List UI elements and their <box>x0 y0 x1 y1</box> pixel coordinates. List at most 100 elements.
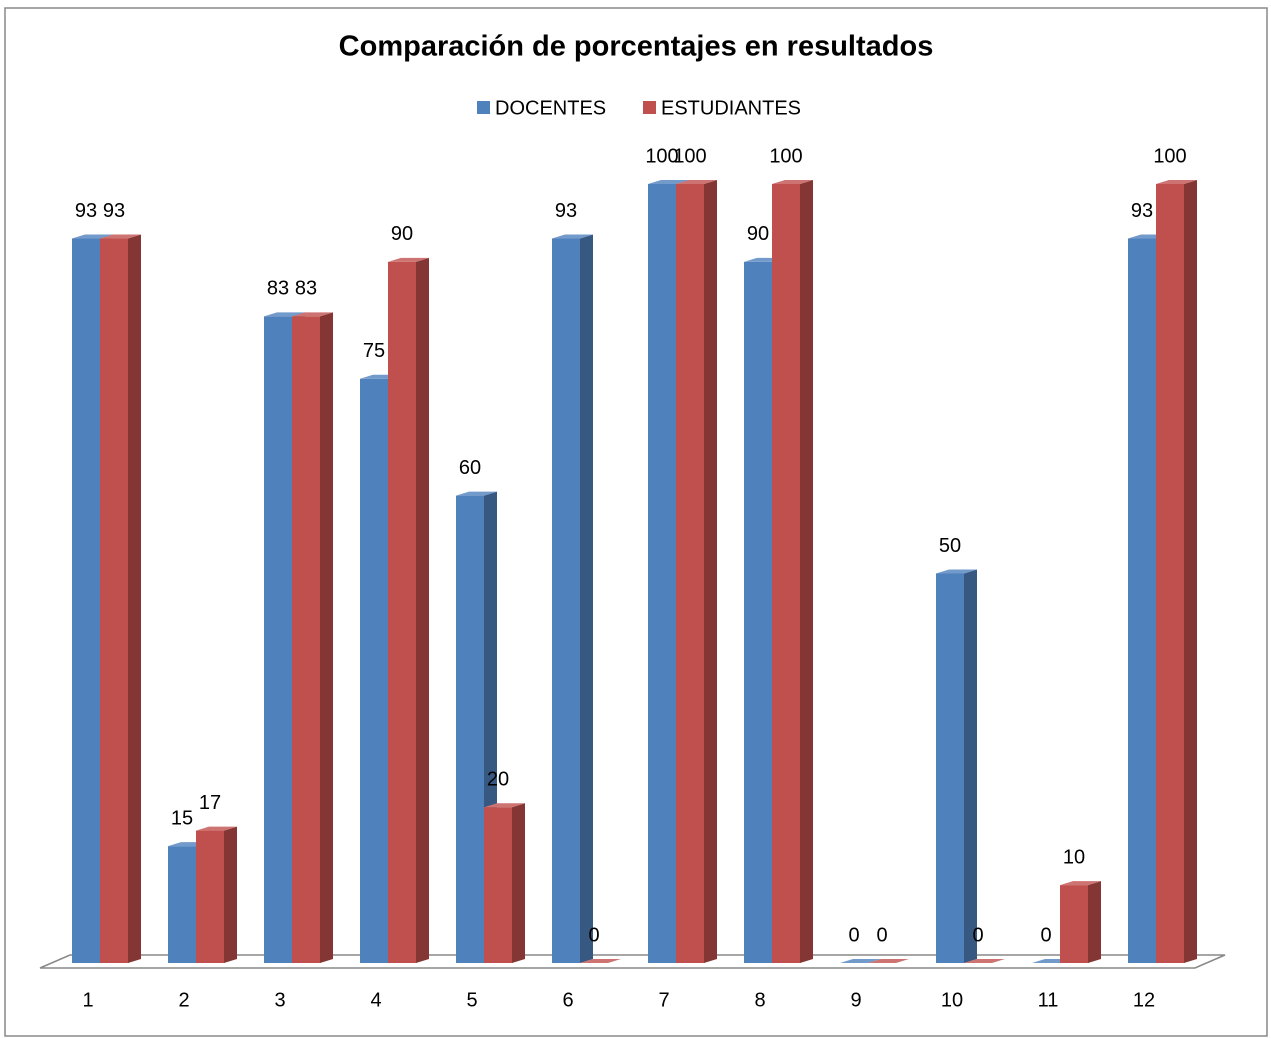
data-label: 0 <box>588 924 599 946</box>
bar <box>580 959 621 963</box>
bar-top <box>1156 180 1197 184</box>
bar-top <box>100 234 141 239</box>
bar <box>868 959 909 963</box>
data-label: 75 <box>363 340 385 362</box>
bar-top <box>868 959 909 963</box>
data-label: 0 <box>972 924 983 946</box>
x-tick-label: 1 <box>82 989 93 1011</box>
bar-side <box>800 180 813 963</box>
bar <box>1060 881 1101 963</box>
x-tick-label: 10 <box>941 989 963 1011</box>
data-label: 90 <box>747 223 769 245</box>
x-tick-label: 11 <box>1038 989 1059 1011</box>
x-tick-label: 9 <box>850 989 861 1011</box>
bar-side <box>128 234 141 963</box>
data-label: 100 <box>673 145 706 167</box>
bar-top <box>676 180 717 184</box>
data-label: 100 <box>1153 145 1186 167</box>
bar-front <box>744 261 772 963</box>
bar-top <box>840 959 881 963</box>
data-label: 0 <box>848 924 859 946</box>
bar-side <box>1184 180 1197 963</box>
x-tick-label: 7 <box>658 989 669 1011</box>
bar <box>196 826 237 963</box>
data-label: 60 <box>459 457 481 479</box>
bar-front <box>648 184 676 963</box>
legend-swatch <box>643 101 656 114</box>
bar-front <box>292 316 320 963</box>
data-label: 0 <box>1040 924 1051 946</box>
data-label: 93 <box>555 200 577 222</box>
data-label: 93 <box>103 200 125 222</box>
data-label: 50 <box>939 535 961 557</box>
data-label: 83 <box>267 278 289 300</box>
bar-top <box>292 312 333 317</box>
bar-front <box>936 573 964 963</box>
bar <box>484 803 525 963</box>
bar-top <box>196 826 237 831</box>
x-tick-label: 3 <box>274 989 285 1011</box>
legend-label: DOCENTES <box>495 97 606 119</box>
data-label: 15 <box>171 807 193 829</box>
bar-top <box>484 803 525 808</box>
bar-front <box>484 807 512 963</box>
bar-top <box>552 234 593 239</box>
bar <box>292 312 333 963</box>
bar-side <box>224 826 237 963</box>
bar <box>388 257 429 963</box>
bar-front <box>196 830 224 963</box>
bar-front <box>552 238 580 963</box>
data-label: 100 <box>645 145 678 167</box>
bar-top <box>936 569 977 574</box>
bar-top <box>264 312 305 317</box>
bar-top <box>72 234 113 239</box>
data-label: 90 <box>391 223 413 245</box>
x-tick-label: 12 <box>1133 989 1155 1011</box>
bar-side <box>512 803 525 963</box>
bar <box>964 959 1005 963</box>
floor <box>39 954 1226 969</box>
bar-front <box>1128 238 1156 963</box>
data-label: 17 <box>199 792 221 814</box>
legend-label: ESTUDIANTES <box>661 97 801 119</box>
x-tick-label: 6 <box>562 989 573 1011</box>
bar <box>552 234 593 963</box>
bar-front <box>1156 184 1184 963</box>
bar-front <box>72 238 100 963</box>
bar-top <box>964 959 1005 963</box>
legend-swatch <box>477 101 490 114</box>
bar <box>676 180 717 963</box>
x-tick-label: 4 <box>370 989 381 1011</box>
bar <box>100 234 141 963</box>
bar-top <box>648 180 689 184</box>
x-tick-label: 2 <box>178 989 189 1011</box>
data-label: 100 <box>769 145 802 167</box>
bar-top <box>772 180 813 184</box>
bar-side <box>416 257 429 963</box>
bar-top <box>388 257 429 262</box>
bar-front <box>360 378 388 963</box>
bar-front <box>1060 885 1088 963</box>
bar <box>936 569 977 963</box>
data-label: 0 <box>876 924 887 946</box>
bar-front <box>772 184 800 963</box>
data-label: 10 <box>1063 846 1085 868</box>
bar <box>840 959 881 963</box>
bar <box>772 180 813 963</box>
bar-side <box>1088 881 1101 963</box>
bar-front <box>456 495 484 963</box>
data-label: 20 <box>487 768 509 790</box>
bar-front <box>676 184 704 963</box>
bar-front <box>388 261 416 963</box>
x-tick-label: 8 <box>754 989 765 1011</box>
data-label: 93 <box>1131 200 1153 222</box>
data-label: 83 <box>295 278 317 300</box>
bar-front <box>168 846 196 963</box>
bar <box>1156 180 1197 963</box>
data-label: 93 <box>75 200 97 222</box>
bar-side <box>580 234 593 963</box>
x-tick-label: 5 <box>466 989 477 1011</box>
bar-top <box>1060 881 1101 886</box>
bar-side <box>704 180 717 963</box>
